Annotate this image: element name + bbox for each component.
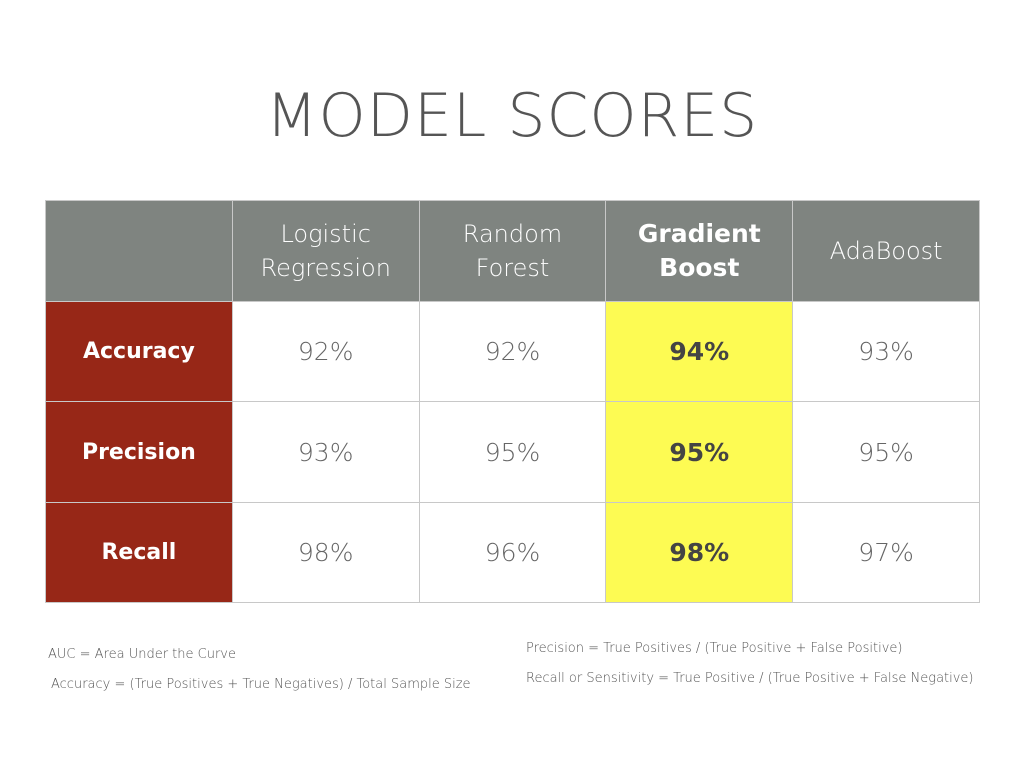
score-cell: 92% [231, 301, 420, 403]
table-row-recall: Recall 98% 96% 98% 97% [45, 501, 980, 604]
column-header-gradient-boost: Gradient Boost [605, 199, 794, 303]
score-cell: 93% [231, 401, 420, 503]
column-header-line1: AdaBoost [829, 237, 943, 266]
score-cell: 98% [231, 501, 420, 604]
row-header-precision: Precision [45, 401, 233, 503]
column-header-adaboost: AdaBoost [792, 199, 980, 303]
column-header-text: Random Forest [463, 217, 562, 285]
column-header-line1: Logistic [280, 220, 371, 249]
column-header-random-forest: Random Forest [418, 199, 607, 303]
row-header-accuracy: Accuracy [45, 301, 233, 403]
table-header-row: Logistic Regression Random Forest Gradie… [45, 199, 980, 303]
score-cell-highlighted: 98% [605, 501, 794, 604]
score-cell-highlighted: 95% [605, 401, 794, 503]
column-header-logistic-regression: Logistic Regression [231, 199, 420, 303]
score-cell-highlighted: 94% [605, 301, 794, 403]
column-header-line1: Random [462, 220, 563, 249]
column-header-line2: Forest [475, 254, 550, 283]
column-header-text: Gradient Boost [638, 217, 761, 285]
score-cell: 95% [792, 401, 980, 503]
model-scores-table: Logistic Regression Random Forest Gradie… [45, 199, 980, 604]
note-auc: AUC = Area Under the Curve [48, 647, 236, 662]
column-header-line1: Gradient [637, 219, 761, 249]
score-cell: 93% [792, 301, 980, 403]
column-header-text: Logistic Regression [260, 217, 390, 285]
score-cell: 96% [418, 501, 607, 604]
score-cell: 97% [792, 501, 980, 604]
note-precision: Precision = True Positives / (True Posit… [526, 641, 903, 656]
score-cell: 95% [418, 401, 607, 503]
note-recall: Recall or Sensitivity = True Positive / … [526, 671, 974, 686]
score-cell: 92% [418, 301, 607, 403]
column-header-text: AdaBoost [830, 234, 943, 268]
table-corner-cell [45, 199, 233, 303]
note-accuracy: Accuracy = (True Positives + True Negati… [51, 677, 471, 692]
table-row-accuracy: Accuracy 92% 92% 94% 93% [45, 301, 980, 403]
column-header-line2: Boost [659, 253, 740, 283]
table-row-precision: Precision 93% 95% 95% 95% [45, 401, 980, 503]
slide-title: MODEL SCORES [265, 81, 759, 151]
column-header-line2: Regression [260, 254, 391, 283]
row-header-recall: Recall [45, 501, 233, 604]
